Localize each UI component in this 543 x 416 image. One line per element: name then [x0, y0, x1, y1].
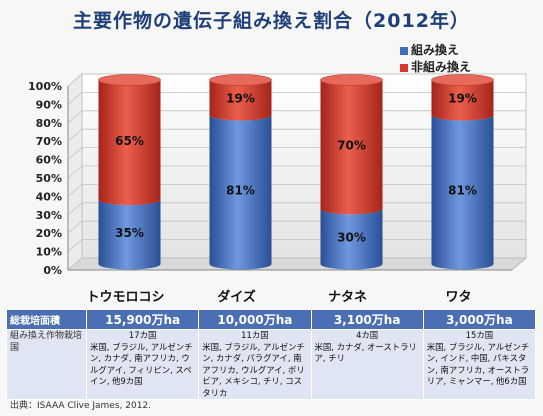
x-tick-label-3: ワタ [445, 290, 471, 305]
x-tick-label-1: ダイズ [217, 289, 256, 305]
y-tick-label: 70% [36, 135, 62, 148]
area-header: 総栽培面積 [6, 309, 87, 330]
bar-non-gm-1 [209, 80, 272, 121]
countries-row: 組み換え作物栽培国 17カ国 米国, ブラジル, アルゼンチン, カナダ, 南アフ… [6, 329, 537, 400]
legend-swatch-non-gm [400, 63, 408, 72]
gridline-side [67, 220, 83, 234]
country-count-cotton: 15カ国 [465, 330, 494, 340]
country-list-canola: 米国, カナダ, オーストラリア, チリ [314, 341, 417, 364]
y-tick-label: 10% [36, 246, 62, 259]
bar-non-gm-3 [431, 80, 494, 121]
data-label-gm-0: 35% [115, 226, 144, 240]
gridline-side [67, 128, 83, 142]
bar-top-cap-3 [431, 74, 494, 86]
gridline-side [67, 110, 83, 124]
data-label-gm-1: 81% [226, 183, 255, 197]
countries-corn: 17カ国 米国, ブラジル, アルゼンチン, カナダ, 南アフリカ, ウルグアイ,… [85, 329, 200, 400]
data-label-non-gm-1: 19% [226, 91, 255, 105]
gridline-side [67, 202, 83, 216]
gridline-side [67, 239, 83, 252]
y-tick-label: 100% [28, 80, 62, 93]
countries-cotton: 15カ国 米国, ブラジル, アルゼンチン, インド, 中国, パキスタン, 南ア… [422, 329, 537, 400]
crop-info-table: 総栽培面積 15,900万ha 10,000万ha 3,100万ha 3,000… [6, 309, 537, 400]
bar-gm-3 [431, 114, 494, 270]
gridline-side [67, 184, 83, 197]
chart-title: 主要作物の遺伝子組み換え割合（2012年） [73, 10, 470, 32]
country-count-corn: 17カ国 [128, 330, 157, 340]
y-tick-label: 20% [36, 227, 62, 240]
gridline-side [67, 92, 83, 105]
area-canola: 3,100万ha [310, 309, 424, 330]
country-list-soy: 米国, ブラジル, アルゼンチン, カナダ, パラグアイ, 南アフリカ, ウルグ… [202, 341, 305, 398]
data-label-gm-2: 30% [337, 230, 366, 244]
area-cotton: 3,000万ha [422, 309, 537, 330]
gridline-side [67, 147, 83, 160]
y-tick-label: 0% [43, 264, 62, 277]
country-list-corn: 米国, ブラジル, アルゼンチン, カナダ, 南アフリカ, ウルグアイ, フィリ… [90, 341, 193, 387]
bar-top-cap-1 [209, 74, 272, 86]
countries-canola: 4カ国 米国, カナダ, オーストラリア, チリ [310, 329, 424, 400]
y-tick-label: 60% [36, 154, 62, 167]
bar-gm-2 [320, 208, 383, 270]
bar-non-gm-2 [320, 80, 383, 215]
data-label-non-gm-0: 65% [115, 134, 144, 148]
gridline-side [67, 165, 83, 179]
bar-top-cap-2 [320, 74, 383, 86]
data-label-non-gm-3: 19% [448, 91, 477, 105]
legend-item-non-gm: 非組み換え [400, 58, 471, 75]
gridline-side [67, 73, 83, 87]
chart-legend: 組み換え 非組み換え [400, 41, 543, 75]
data-label-gm-3: 81% [448, 183, 477, 197]
country-count-canola: 4カ国 [356, 330, 379, 340]
legend-item-gm: 組み換え [400, 41, 459, 58]
y-tick-label: 30% [36, 209, 62, 222]
bar-non-gm-0 [98, 80, 161, 206]
countries-soy: 11カ国 米国, ブラジル, アルゼンチン, カナダ, パラグアイ, 南アフリカ,… [198, 329, 312, 400]
bar-gm-0 [98, 199, 161, 270]
bar-gm-1 [209, 114, 272, 270]
legend-swatch-gm [400, 46, 408, 55]
y-tick-label: 40% [36, 190, 62, 203]
source-note: 出典：ISAAA Clive James, 2012. [10, 401, 152, 411]
legend-label-gm: 組み換え [411, 43, 460, 57]
area-corn: 15,900万ha [85, 309, 200, 330]
country-list-cotton: 米国, ブラジル, アルゼンチン, インド, 中国, パキスタン, 南アフリカ,… [426, 341, 530, 387]
y-tick-label: 90% [36, 98, 62, 111]
legend-label-non-gm: 非組み換え [411, 60, 472, 74]
area-row: 総栽培面積 15,900万ha 10,000万ha 3,100万ha 3,000… [6, 309, 537, 330]
x-tick-label-2: ナタネ [328, 290, 367, 305]
data-label-non-gm-2: 70% [337, 138, 366, 152]
country-count-soy: 11カ国 [241, 330, 269, 340]
bar-top-cap-0 [98, 74, 161, 86]
area-soy: 10,000万ha [198, 309, 312, 330]
gridline-side [67, 257, 83, 271]
countries-header: 組み換え作物栽培国 [6, 329, 87, 400]
y-tick-label: 80% [36, 117, 62, 130]
x-tick-label-0: トウモロコシ [86, 290, 164, 305]
y-tick-label: 50% [36, 172, 62, 185]
